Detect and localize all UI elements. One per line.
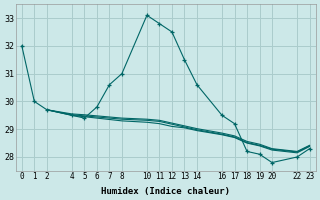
X-axis label: Humidex (Indice chaleur): Humidex (Indice chaleur) [101, 187, 230, 196]
